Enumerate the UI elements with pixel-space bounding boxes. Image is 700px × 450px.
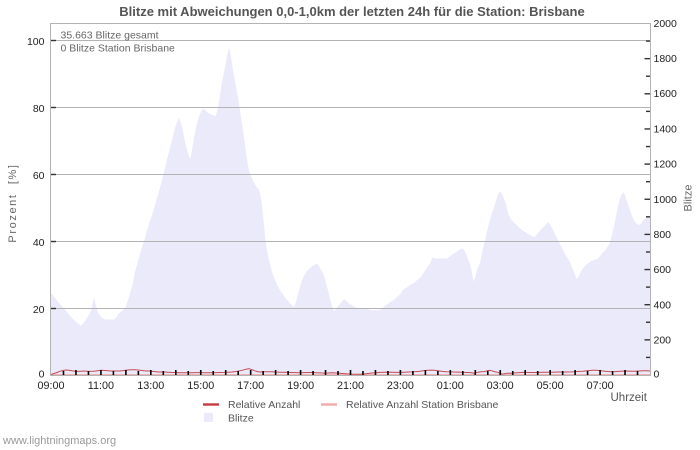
svg-text:0 Blitze Station Brisbane: 0 Blitze Station Brisbane	[61, 43, 176, 55]
svg-text:20: 20	[33, 304, 45, 316]
svg-text:100: 100	[27, 36, 45, 48]
svg-text:19:00: 19:00	[287, 380, 314, 392]
svg-text:Blitze: Blitze	[228, 413, 254, 425]
svg-text:400: 400	[654, 300, 672, 312]
svg-text:Uhrzeit: Uhrzeit	[611, 392, 648, 404]
svg-text:0: 0	[39, 369, 45, 381]
svg-text:40: 40	[33, 237, 45, 249]
svg-text:01:00: 01:00	[437, 380, 464, 392]
svg-text:Relative Anzahl Station Brisba: Relative Anzahl Station Brisbane	[346, 399, 499, 411]
svg-text:1600: 1600	[654, 88, 678, 100]
svg-text:13:00: 13:00	[137, 380, 164, 392]
svg-text:09:00: 09:00	[37, 380, 64, 392]
svg-text:07:00: 07:00	[587, 380, 614, 392]
svg-text:60: 60	[33, 170, 45, 182]
svg-text:35.663 Blitze gesamt: 35.663 Blitze gesamt	[61, 30, 159, 42]
svg-text:200: 200	[654, 335, 672, 347]
svg-text:2000: 2000	[654, 18, 678, 30]
svg-text:0: 0	[654, 369, 660, 381]
svg-text:11:00: 11:00	[88, 380, 114, 392]
svg-text:Prozent [%]: Prozent [%]	[7, 163, 19, 242]
svg-text:Blitze mit Abweichungen 0,0-1,: Blitze mit Abweichungen 0,0-1,0km der le…	[119, 4, 584, 19]
svg-text:www.lightningmaps.org: www.lightningmaps.org	[2, 435, 116, 447]
svg-text:1000: 1000	[654, 194, 678, 206]
svg-text:15:00: 15:00	[187, 380, 214, 392]
svg-text:17:00: 17:00	[237, 380, 264, 392]
svg-text:Blitze: Blitze	[683, 185, 695, 212]
svg-text:600: 600	[654, 264, 672, 276]
svg-text:21:00: 21:00	[337, 380, 364, 392]
svg-text:1800: 1800	[654, 53, 678, 65]
svg-text:80: 80	[33, 103, 45, 115]
svg-text:23:00: 23:00	[387, 380, 414, 392]
svg-text:03:00: 03:00	[487, 380, 514, 392]
svg-text:1400: 1400	[654, 124, 678, 136]
svg-text:Relative Anzahl: Relative Anzahl	[228, 399, 300, 411]
svg-text:1200: 1200	[654, 159, 678, 171]
svg-text:05:00: 05:00	[537, 380, 564, 392]
svg-text:800: 800	[654, 229, 672, 241]
